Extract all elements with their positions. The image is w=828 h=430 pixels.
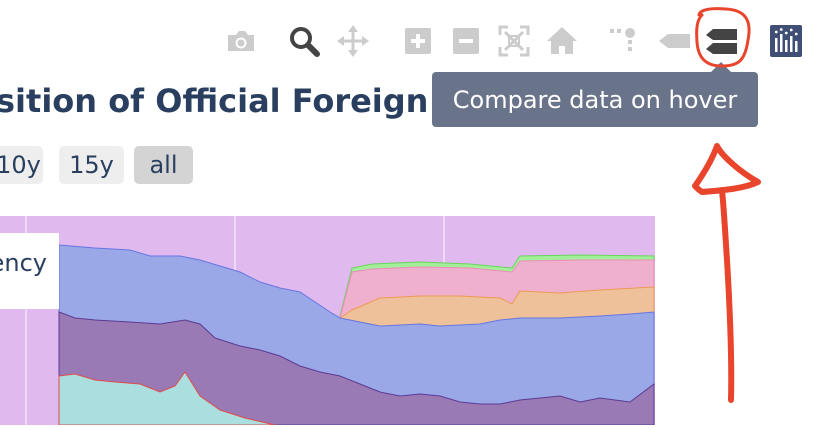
legend-item-label[interactable]: ency bbox=[0, 249, 47, 277]
area-violet bbox=[58, 311, 655, 426]
zoom-out-icon bbox=[453, 28, 479, 54]
range-button-15y[interactable]: 15y bbox=[59, 146, 124, 184]
zoom-out-button[interactable] bbox=[447, 22, 485, 60]
spike-lines-button[interactable] bbox=[605, 22, 643, 60]
reset-axes-button[interactable] bbox=[543, 22, 581, 60]
legend: ency bbox=[0, 233, 59, 309]
camera-button[interactable] bbox=[222, 22, 260, 60]
zoom-button[interactable] bbox=[285, 22, 323, 60]
zoom-icon bbox=[290, 27, 320, 57]
stacked-area-chart bbox=[0, 216, 655, 426]
tooltip: Compare data on hover bbox=[432, 72, 758, 127]
plotly-logo-icon bbox=[770, 25, 802, 57]
modebar bbox=[222, 22, 812, 60]
autoscale-button[interactable] bbox=[495, 22, 533, 60]
autoscale-icon bbox=[498, 25, 530, 57]
pan-button[interactable] bbox=[334, 22, 372, 60]
area-teal bbox=[58, 371, 276, 426]
range-button-all[interactable]: all bbox=[134, 146, 193, 184]
hover-closest-button[interactable] bbox=[656, 22, 694, 60]
hover-compare-icon bbox=[706, 29, 737, 54]
spike-lines-icon bbox=[610, 28, 635, 51]
range-button-10y[interactable]: 10y bbox=[0, 146, 43, 184]
annotation-arrow bbox=[692, 143, 761, 403]
hover-compare-button[interactable] bbox=[703, 22, 741, 60]
camera-icon bbox=[228, 31, 254, 51]
zoom-in-button[interactable] bbox=[399, 22, 437, 60]
chart-title: sition of Official Foreign bbox=[0, 82, 429, 120]
plotly-logo-link[interactable] bbox=[767, 22, 805, 60]
pan-icon bbox=[337, 25, 369, 57]
home-icon bbox=[547, 27, 577, 54]
zoom-in-icon bbox=[405, 28, 431, 54]
plot-area[interactable] bbox=[0, 216, 655, 426]
tooltip-arrow bbox=[711, 62, 731, 72]
hover-closest-icon bbox=[659, 34, 690, 48]
